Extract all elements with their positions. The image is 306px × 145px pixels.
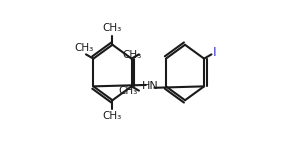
Text: HN: HN xyxy=(142,81,159,91)
Text: CH₃: CH₃ xyxy=(74,43,93,53)
Text: CH₃: CH₃ xyxy=(118,86,137,96)
Text: I: I xyxy=(213,46,216,59)
Text: CH₃: CH₃ xyxy=(103,111,122,121)
Text: CH₃: CH₃ xyxy=(122,50,141,60)
Text: CH₃: CH₃ xyxy=(103,23,122,33)
